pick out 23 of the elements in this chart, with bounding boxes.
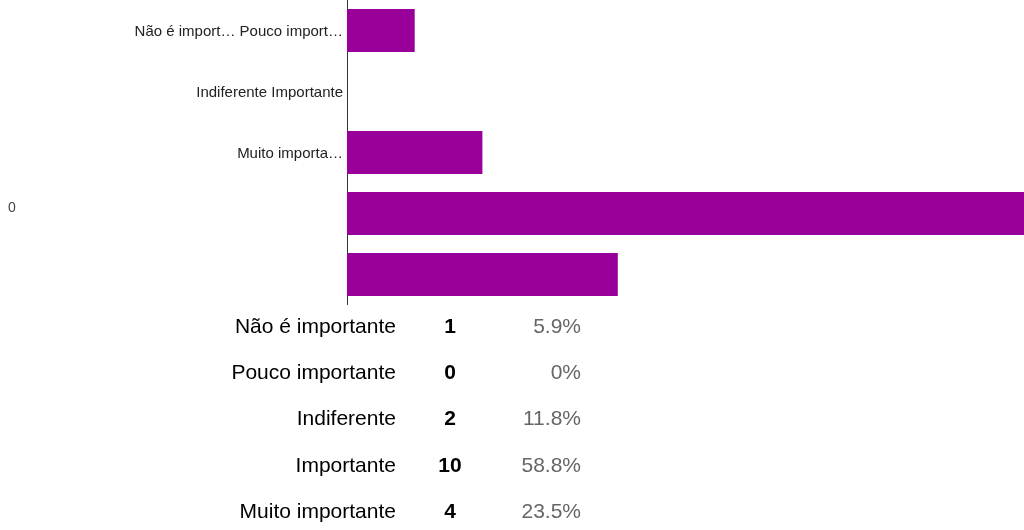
text: 0%: [550, 360, 581, 385]
text: 58.8%: [521, 452, 581, 477]
text: 4: [443, 498, 457, 523]
text: 0: [443, 360, 457, 385]
text: 1: [443, 314, 457, 338]
text: Importante: [295, 452, 396, 477]
bar: [347, 253, 618, 296]
text: Indiferente: [296, 406, 396, 431]
bar: [347, 9, 415, 52]
text: 5.9%: [533, 314, 581, 338]
text: Pouco importante: [231, 360, 396, 385]
text: 23.5%: [521, 498, 581, 523]
y-tick-label: Indiferente Importante: [196, 83, 343, 100]
text: Não é importante: [234, 314, 396, 338]
text: 2: [443, 406, 457, 431]
y-tick-label: Muito importa…: [237, 144, 343, 161]
bar: [347, 192, 1024, 235]
text: Muito importante: [239, 498, 396, 523]
bar: [347, 131, 483, 174]
text: 0: [8, 199, 16, 215]
text: 11.8%: [523, 406, 581, 431]
text: 10: [437, 452, 463, 477]
y-tick-label: Não é import… Pouco import…: [134, 22, 343, 39]
